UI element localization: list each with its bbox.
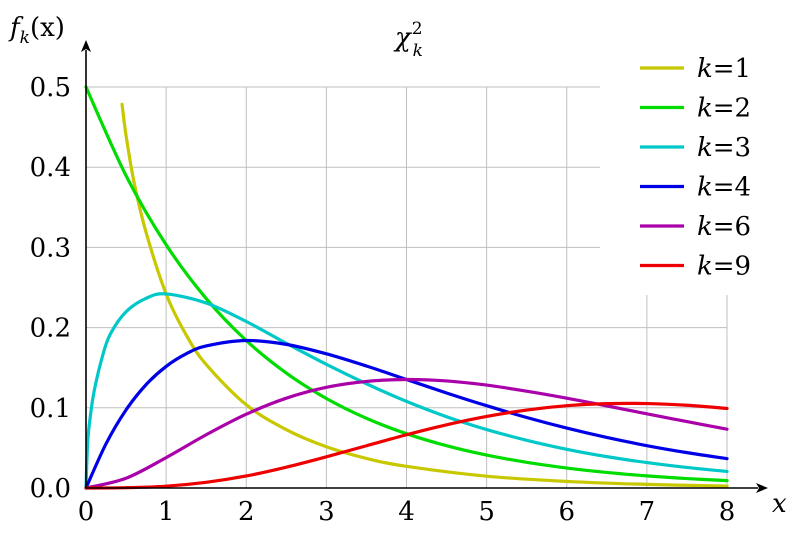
y-tick-label: 0.0 bbox=[30, 474, 71, 504]
chart-title: χ2 k bbox=[393, 19, 423, 61]
axes bbox=[81, 40, 768, 493]
x-tick-label: 5 bbox=[478, 497, 495, 527]
series-line-k2 bbox=[84, 85, 729, 483]
y-axis-arrow-icon bbox=[81, 40, 91, 52]
y-axis-label: fk(x) bbox=[8, 13, 65, 48]
chart-title-sup: 2 bbox=[412, 19, 423, 39]
x-tick-label: 7 bbox=[639, 497, 656, 527]
legend-label-k1: k=1 bbox=[697, 54, 751, 84]
x-tick-label: 1 bbox=[158, 497, 175, 527]
x-axis-label: x bbox=[772, 489, 787, 519]
x-tick-label: 3 bbox=[318, 497, 335, 527]
series-line-k1 bbox=[120, 102, 729, 488]
y-tick-label: 0.3 bbox=[30, 233, 71, 263]
series-line-k9 bbox=[84, 401, 729, 490]
x-axis-arrow-icon bbox=[756, 483, 768, 493]
legend-label-k4: k=4 bbox=[697, 173, 751, 203]
x-tick-label: 2 bbox=[238, 497, 255, 527]
y-axis-label-sub: k bbox=[20, 28, 30, 48]
x-tick-label: 4 bbox=[398, 497, 415, 527]
y-tick-label: 0.5 bbox=[30, 73, 71, 103]
legend-label-k3: k=3 bbox=[697, 133, 751, 163]
x-tick-labels: 0 1 2 3 4 5 6 7 8 bbox=[78, 497, 736, 527]
y-tick-label: 0.2 bbox=[30, 314, 71, 344]
series-line-k4 bbox=[84, 338, 729, 490]
y-tick-label: 0.1 bbox=[30, 394, 71, 424]
y-tick-labels: 0.0 0.1 0.2 0.3 0.4 0.5 bbox=[30, 73, 71, 504]
legend-label-k6: k=6 bbox=[697, 212, 751, 242]
series-line-k6 bbox=[84, 377, 729, 490]
legend: k=1 k=2 k=3 k=4 k=6 k=9 bbox=[600, 45, 800, 295]
y-tick-label: 0.4 bbox=[30, 153, 71, 183]
chart-title-sub: k bbox=[413, 41, 423, 61]
legend-label-k9: k=9 bbox=[697, 252, 751, 282]
x-tick-label: 8 bbox=[719, 497, 736, 527]
y-axis-label-arg: (x) bbox=[30, 13, 65, 43]
legend-background bbox=[600, 45, 800, 295]
chart-title-base: χ bbox=[393, 23, 413, 53]
legend-label-k2: k=2 bbox=[697, 94, 751, 124]
series-lines bbox=[84, 85, 729, 490]
x-tick-label: 0 bbox=[78, 497, 95, 527]
x-tick-label: 6 bbox=[558, 497, 575, 527]
